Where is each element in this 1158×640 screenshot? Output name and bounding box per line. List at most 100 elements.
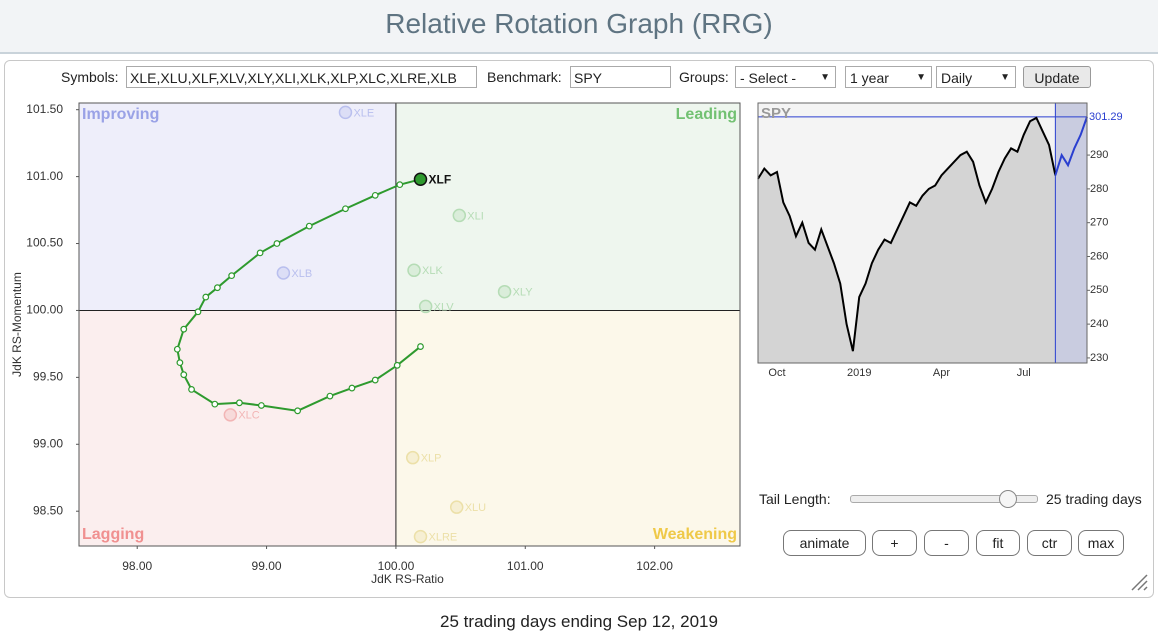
tail-point: [180, 325, 188, 333]
groups-select[interactable]: - Select -: [735, 66, 836, 88]
tail-point: [348, 384, 356, 392]
y-tick-label: 290: [1090, 149, 1108, 161]
x-tick-label: 98.00: [122, 559, 152, 573]
tail-head: [452, 208, 467, 223]
y-tick-label: 99.00: [33, 436, 63, 450]
tail-slider[interactable]: [850, 490, 1038, 508]
tail-point: [188, 386, 195, 393]
tail-point: [257, 402, 265, 409]
tail-point: [235, 399, 243, 407]
quadrant-leading: [395, 103, 740, 311]
tail-point: [417, 343, 424, 350]
price-line: [1054, 116, 1088, 176]
y-tick-label: 250: [1090, 284, 1108, 296]
slider-knob[interactable]: [999, 490, 1017, 508]
zoom-in-button[interactable]: +: [872, 530, 917, 556]
quadrant-label: Improving: [82, 106, 159, 123]
tail-head: [338, 105, 353, 120]
y-tick-label: 270: [1090, 217, 1108, 229]
tail-point: [194, 308, 202, 316]
price-area: [758, 117, 1056, 363]
tail-head: [497, 284, 512, 299]
x-tick-label: 2019: [847, 367, 871, 379]
tail-point: [202, 293, 210, 301]
y-axis-title: JdK RS-Momentum: [10, 272, 24, 377]
resize-grip: [1131, 574, 1148, 591]
x-tick-label: Jul: [1017, 367, 1031, 379]
tail-head: [405, 450, 420, 465]
series-label: XLY: [513, 287, 534, 299]
plot-border: [757, 102, 1088, 364]
tail-point: [176, 359, 184, 367]
y-tick-label: 101.00: [26, 169, 63, 183]
quadrant-label: Lagging: [82, 526, 144, 543]
tail-head: [223, 408, 238, 422]
last-value-label: 301.29: [1089, 111, 1123, 123]
tail-head: [407, 263, 421, 278]
quadrant-lagging: [79, 310, 396, 546]
y-tick-label: 98.50: [33, 503, 63, 517]
tail-point: [294, 407, 302, 415]
tail-point: [396, 181, 404, 189]
x-tick-label: 101.00: [507, 559, 544, 573]
y-tick-label: 101.50: [26, 102, 63, 116]
series-label: XLV: [434, 301, 455, 313]
period-select[interactable]: 1 year: [845, 66, 932, 88]
tail-point: [214, 284, 221, 292]
y-tick-label: 100.50: [26, 236, 63, 250]
series-label: XLF: [428, 172, 451, 186]
x-tick-label: Apr: [933, 367, 950, 379]
x-axis-title: JdK RS-Ratio: [371, 572, 444, 586]
update-button[interactable]: Update: [1023, 66, 1091, 88]
symbols-label: Symbols:: [61, 69, 119, 85]
series-label: XLU: [465, 502, 486, 514]
interval-select[interactable]: Daily: [936, 66, 1016, 88]
quadrant-label: Leading: [676, 106, 737, 123]
tail-head: [413, 529, 428, 544]
benchmark-input[interactable]: SPY: [570, 66, 671, 88]
y-tick-label: 100.00: [26, 303, 63, 317]
price-line: [757, 116, 1057, 352]
y-tick-label: 99.50: [33, 370, 63, 384]
y-tick-label: 280: [1090, 183, 1108, 195]
plot-border: [78, 102, 741, 547]
tail-value: 25 trading days: [1046, 491, 1142, 507]
tail-head: [413, 172, 428, 187]
tail-point: [256, 249, 264, 257]
tail-head: [418, 299, 433, 314]
tail-head: [276, 266, 291, 280]
tail-point: [342, 205, 349, 213]
tail-point: [173, 345, 181, 353]
chart-title: SPY: [761, 105, 791, 122]
y-tick-label: 260: [1090, 250, 1108, 262]
series-label: XLI: [467, 210, 484, 222]
tail-point: [326, 392, 334, 400]
tail-point: [305, 222, 313, 230]
panel: [4, 60, 1154, 598]
page-title: Relative Rotation Graph (RRG): [385, 8, 773, 39]
series-label: XLC: [238, 410, 259, 422]
footer: 25 trading days ending Sep 12, 2019: [440, 612, 718, 631]
x-tick-label: Oct: [768, 367, 785, 379]
x-tick-label: 100.00: [378, 559, 415, 573]
x-tick-label: 99.00: [252, 559, 282, 573]
max-button[interactable]: max: [1078, 530, 1124, 556]
x-tick-label: 102.00: [636, 559, 673, 573]
y-tick-label: 240: [1090, 318, 1108, 330]
tail-point: [273, 240, 281, 247]
header: Relative Rotation Graph (RRG): [0, 0, 1158, 54]
series-label: XLB: [291, 268, 312, 280]
series-label: XLE: [353, 107, 374, 119]
tail-region: [1055, 103, 1087, 363]
center-button[interactable]: ctr: [1027, 530, 1072, 556]
symbols-input[interactable]: XLE,XLU,XLF,XLV,XLY,XLI,XLK,XLP,XLC,XLRE…: [126, 66, 477, 88]
fit-button[interactable]: fit: [976, 530, 1020, 556]
zoom-out-button[interactable]: -: [924, 530, 969, 556]
quadrant-weakening: [395, 310, 740, 546]
tail-point: [371, 191, 379, 199]
tail-point: [371, 376, 379, 384]
series-label: XLK: [422, 265, 443, 277]
animate-button[interactable]: animate: [783, 530, 866, 556]
